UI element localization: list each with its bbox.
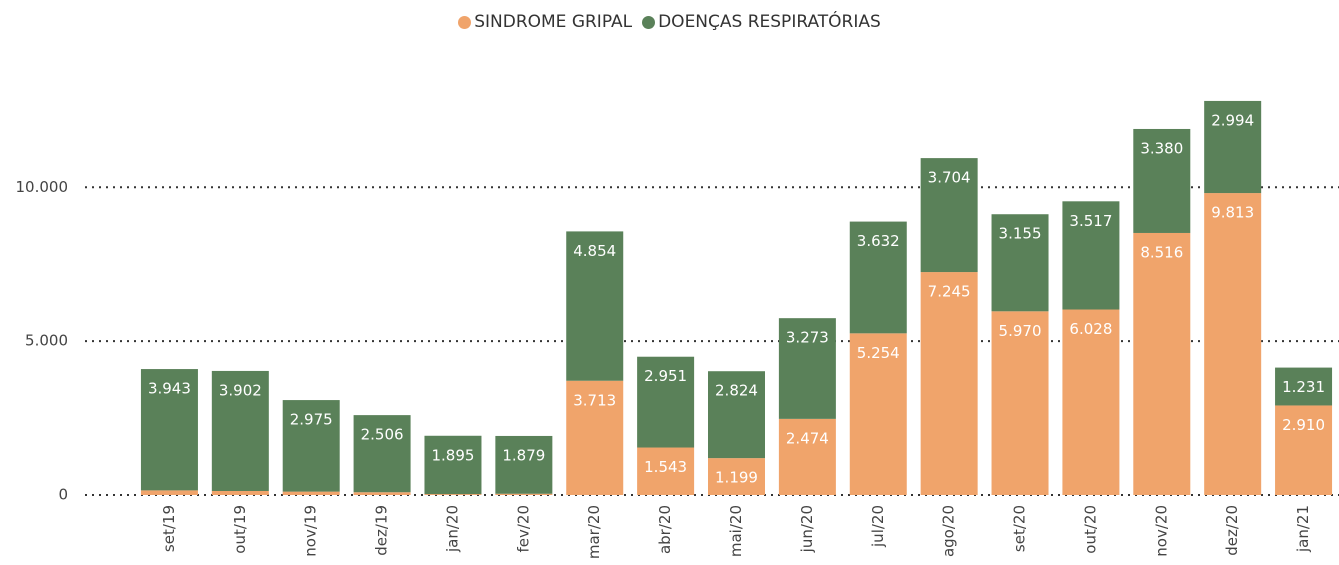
x-tick-label: abr/20 xyxy=(656,505,674,554)
bar-segment xyxy=(849,333,907,495)
bar-segment xyxy=(778,418,836,495)
bar-segment xyxy=(424,435,482,495)
bar-segment xyxy=(920,158,978,273)
bar-segment xyxy=(1275,367,1333,406)
data-label: 2.910 xyxy=(1282,416,1325,434)
bar-segment xyxy=(353,492,411,495)
x-tick-label: out/20 xyxy=(1081,505,1099,554)
bar-segment xyxy=(282,400,340,492)
x-tick-label: fev/20 xyxy=(514,505,532,553)
y-tick-label: 5.000 xyxy=(25,332,68,350)
x-tick-label: dez/19 xyxy=(373,505,391,556)
x-tick-label: nov/20 xyxy=(1152,505,1170,557)
x-tick-label: mar/20 xyxy=(585,505,603,559)
data-label: 2.951 xyxy=(644,367,687,385)
data-label: 3.155 xyxy=(999,225,1042,243)
data-label: 2.994 xyxy=(1211,111,1254,129)
bar-segment xyxy=(920,272,978,495)
bar-segment xyxy=(849,221,907,334)
x-tick-label: ago/20 xyxy=(940,505,958,557)
x-tick-label: jun/20 xyxy=(798,505,816,553)
data-label: 9.813 xyxy=(1211,204,1254,222)
data-label: 1.879 xyxy=(502,446,545,464)
y-tick-label: 0 xyxy=(58,486,68,504)
x-tick-label: nov/19 xyxy=(302,505,320,557)
data-label: 7.245 xyxy=(928,283,971,301)
bar-segment xyxy=(1204,193,1262,496)
legend-item: SINDROME GRIPAL xyxy=(458,12,632,32)
x-tick-label: mai/20 xyxy=(727,505,745,557)
x-tick-label: out/19 xyxy=(231,505,249,554)
data-label: 3.713 xyxy=(573,391,616,409)
data-label: 3.902 xyxy=(219,381,262,399)
legend: SINDROME GRIPAL DOENÇAS RESPIRATÓRIAS xyxy=(0,12,1339,32)
bar-segment xyxy=(1133,232,1191,495)
data-label: 2.474 xyxy=(786,429,829,447)
data-label: 1.543 xyxy=(644,458,687,476)
bar-segment xyxy=(1275,405,1333,495)
bar-segment xyxy=(1062,201,1120,310)
y-tick-label: 10.000 xyxy=(16,178,69,196)
data-label: 1.231 xyxy=(1282,378,1325,396)
data-label: 8.516 xyxy=(1140,243,1183,261)
bar-segment xyxy=(1062,309,1120,495)
x-tick-label: jan/21 xyxy=(1294,505,1312,553)
x-tick-label: set/20 xyxy=(1011,505,1029,552)
bar-segment xyxy=(353,415,411,493)
bar-segment xyxy=(1133,128,1191,233)
bar-segment xyxy=(282,491,340,495)
bar-segment xyxy=(1204,100,1262,194)
bar-segment xyxy=(991,311,1049,495)
bar-segment xyxy=(991,214,1049,312)
x-tick-label: set/19 xyxy=(160,505,178,552)
data-label: 3.273 xyxy=(786,329,829,347)
bar-segment xyxy=(778,318,836,419)
data-label: 3.517 xyxy=(1069,212,1112,230)
bar-segment xyxy=(708,371,765,459)
bar-segment xyxy=(495,493,553,495)
data-label: 2.506 xyxy=(361,426,404,444)
x-tick-label: jan/20 xyxy=(443,505,461,553)
legend-item: DOENÇAS RESPIRATÓRIAS xyxy=(642,12,881,32)
legend-label: SINDROME GRIPAL xyxy=(474,12,633,32)
legend-label: DOENÇAS RESPIRATÓRIAS xyxy=(658,12,881,32)
data-label: 3.380 xyxy=(1140,139,1183,157)
bar-segment xyxy=(566,380,624,495)
bar-segment xyxy=(637,356,695,448)
bar-segment xyxy=(424,494,482,495)
bar-segment xyxy=(708,458,765,495)
data-label: 6.028 xyxy=(1069,320,1112,338)
x-tick-label: dez/20 xyxy=(1223,505,1241,556)
data-label: 4.854 xyxy=(573,242,616,260)
bar-segment xyxy=(211,370,269,491)
bar-segment xyxy=(637,447,695,495)
bar-segment xyxy=(566,231,624,381)
legend-swatch xyxy=(458,15,472,29)
data-label: 3.943 xyxy=(148,380,191,398)
data-label: 2.975 xyxy=(290,411,333,429)
x-tick-label: jul/20 xyxy=(869,505,887,548)
data-label: 1.199 xyxy=(715,469,758,487)
legend-swatch xyxy=(642,15,656,29)
data-label: 5.254 xyxy=(857,344,900,362)
bar-segment xyxy=(140,490,198,495)
data-label: 1.895 xyxy=(431,446,474,464)
data-label: 2.824 xyxy=(715,382,758,400)
data-label: 5.970 xyxy=(999,322,1042,340)
bar-segment xyxy=(211,491,269,495)
data-label: 3.704 xyxy=(928,169,971,187)
data-label: 3.632 xyxy=(857,232,900,250)
bar-segment xyxy=(140,369,198,491)
bar-segment xyxy=(495,435,553,494)
